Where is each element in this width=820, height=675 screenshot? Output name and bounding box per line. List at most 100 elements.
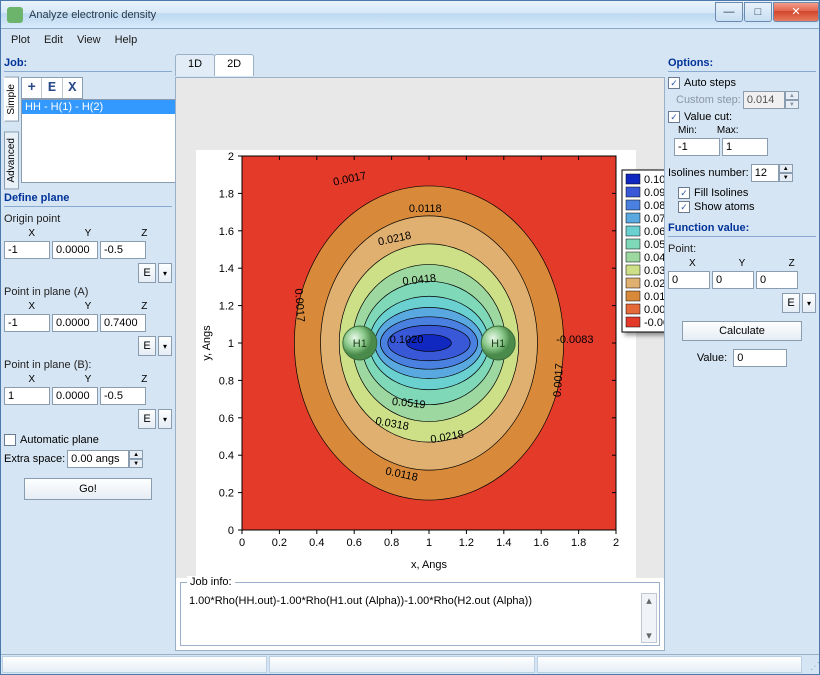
contour-plot: H1H10.00170.01180.02180.04180.10200.0519… — [196, 150, 636, 578]
go-button[interactable]: Go! — [24, 478, 152, 500]
pb-y[interactable] — [52, 387, 98, 405]
svg-text:0.0418: 0.0418 — [644, 252, 664, 264]
menubar: Plot Edit View Help — [1, 29, 819, 51]
svg-text:0.1020: 0.1020 — [644, 174, 664, 186]
point-b-label: Point in plane (B): — [4, 358, 172, 372]
svg-text:1.4: 1.4 — [219, 263, 234, 275]
svg-text:0.8: 0.8 — [384, 537, 399, 549]
pa-y[interactable] — [52, 314, 98, 332]
pb-e-button[interactable]: E — [138, 409, 156, 429]
show-atoms-checkbox[interactable]: ✓ — [678, 201, 690, 213]
calculate-button[interactable]: Calculate — [682, 321, 802, 341]
iso-down[interactable]: ▼ — [779, 173, 793, 182]
tab-2d[interactable]: 2D — [214, 54, 254, 76]
max-input[interactable] — [722, 138, 768, 156]
svg-text:0.2: 0.2 — [219, 488, 234, 500]
svg-text:0.6: 0.6 — [219, 413, 234, 425]
fv-dropdown[interactable]: ▾ — [802, 293, 816, 313]
value-label: Value: — [697, 352, 727, 364]
svg-text:1.6: 1.6 — [219, 226, 234, 238]
fv-y[interactable] — [712, 271, 754, 289]
fill-isolines-checkbox[interactable]: ✓ — [678, 187, 690, 199]
tab-1d[interactable]: 1D — [175, 54, 215, 76]
svg-text:1: 1 — [426, 537, 432, 549]
svg-text:0.1020: 0.1020 — [390, 334, 424, 346]
origin-label: Origin point — [4, 212, 172, 226]
resize-grip[interactable]: ⋰ — [803, 655, 819, 674]
right-panel: Options: ✓Auto steps Custom step: ▲▼ ✓Va… — [668, 54, 816, 651]
job-toolbar: + E X — [21, 77, 83, 99]
extra-space-input[interactable] — [67, 450, 129, 468]
job-info-scrollbar[interactable]: ▴▾ — [641, 593, 657, 643]
isolines-label: Isolines number: — [668, 167, 749, 179]
window-title: Analyze electronic density — [29, 9, 714, 21]
svg-text:y, Angs: y, Angs — [201, 325, 213, 361]
iso-up[interactable]: ▲ — [779, 164, 793, 173]
origin-e-button[interactable]: E — [138, 263, 156, 283]
origin-y[interactable] — [52, 241, 98, 259]
pa-dropdown[interactable]: ▾ — [158, 336, 172, 356]
menu-edit[interactable]: Edit — [38, 32, 69, 48]
svg-text:0.0017: 0.0017 — [644, 304, 664, 316]
job-edit-button[interactable]: E — [42, 78, 62, 98]
job-list-item[interactable]: HH - H(1) - H(2) — [22, 100, 175, 114]
automatic-plane-checkbox[interactable] — [4, 434, 16, 446]
isolines-input[interactable] — [751, 164, 779, 182]
pa-z[interactable] — [100, 314, 146, 332]
job-list[interactable]: HH - H(1) - H(2) — [21, 99, 176, 183]
menu-plot[interactable]: Plot — [5, 32, 36, 48]
svg-text:0: 0 — [239, 537, 245, 549]
extra-up[interactable]: ▲ — [129, 450, 143, 459]
titlebar[interactable]: Analyze electronic density — □ ✕ — [1, 1, 819, 29]
origin-z[interactable] — [100, 241, 146, 259]
fv-z[interactable] — [756, 271, 798, 289]
svg-text:1.2: 1.2 — [219, 301, 234, 313]
pa-e-button[interactable]: E — [138, 336, 156, 356]
fv-e-button[interactable]: E — [782, 293, 800, 313]
extra-down[interactable]: ▼ — [129, 459, 143, 468]
automatic-plane-label: Automatic plane — [20, 434, 99, 446]
auto-steps-checkbox[interactable]: ✓ — [668, 77, 680, 89]
status-cell-3 — [537, 656, 802, 673]
value-output[interactable] — [733, 349, 787, 367]
min-input[interactable] — [674, 138, 720, 156]
svg-text:1.4: 1.4 — [496, 537, 511, 549]
pb-dropdown[interactable]: ▾ — [158, 409, 172, 429]
value-cut-checkbox[interactable]: ✓ — [668, 111, 680, 123]
origin-x[interactable] — [4, 241, 50, 259]
svg-text:H1: H1 — [491, 338, 505, 350]
job-info-header: Job info: — [187, 576, 235, 588]
svg-text:2: 2 — [228, 151, 234, 163]
origin-dropdown[interactable]: ▾ — [158, 263, 172, 283]
left-panel: Job: Simple Advanced + E X HH - H(1) - H… — [4, 54, 172, 651]
pa-x[interactable] — [4, 314, 50, 332]
menu-view[interactable]: View — [71, 32, 107, 48]
svg-text:0.0920: 0.0920 — [644, 187, 664, 199]
svg-text:2: 2 — [613, 537, 619, 549]
job-delete-button[interactable]: X — [63, 78, 82, 98]
svg-text:-0.0083: -0.0083 — [556, 334, 593, 346]
pb-x[interactable] — [4, 387, 50, 405]
fv-x[interactable] — [668, 271, 710, 289]
close-button[interactable]: ✕ — [773, 2, 819, 22]
point-a-label: Point in plane (A) — [4, 285, 172, 299]
svg-text:0.0118: 0.0118 — [409, 203, 442, 215]
svg-text:0.0218: 0.0218 — [644, 278, 664, 290]
svg-text:1.8: 1.8 — [571, 537, 586, 549]
sidetab-advanced[interactable]: Advanced — [4, 131, 19, 189]
svg-text:0: 0 — [228, 525, 234, 537]
minimize-button[interactable]: — — [715, 2, 743, 22]
menu-help[interactable]: Help — [109, 32, 144, 48]
pb-z[interactable] — [100, 387, 146, 405]
job-add-button[interactable]: + — [22, 78, 42, 98]
plot-area[interactable]: H1H10.00170.01180.02180.04180.10200.0519… — [176, 78, 664, 578]
svg-text:1.8: 1.8 — [219, 188, 234, 200]
svg-text:0.8: 0.8 — [219, 375, 234, 387]
svg-text:x, Angs: x, Angs — [411, 559, 448, 571]
app-icon — [7, 7, 23, 23]
sidetab-simple[interactable]: Simple — [4, 77, 19, 122]
maximize-button[interactable]: □ — [744, 2, 772, 22]
job-header: Job: — [4, 56, 172, 72]
svg-text:0.0619: 0.0619 — [644, 226, 664, 238]
svg-text:H1: H1 — [353, 338, 367, 350]
